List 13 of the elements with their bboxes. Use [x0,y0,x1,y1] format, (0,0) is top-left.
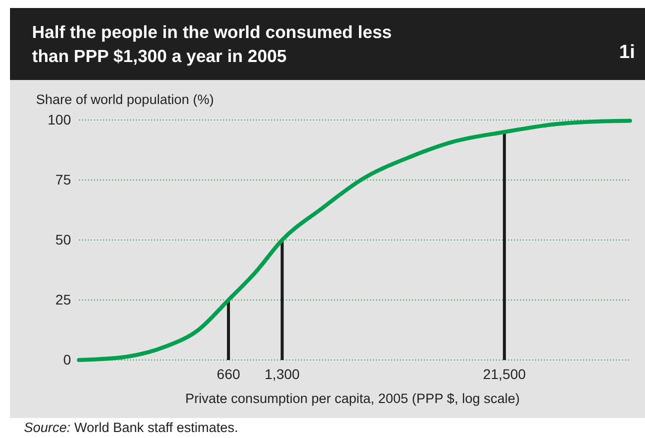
text: 1i [619,42,635,64]
chart-title: Half the people in the world consumed less than PPP $1,300 a year in 2005 [32,21,393,68]
x-tick-label: 1,300 [264,366,300,382]
y-tick-label: 100 [48,111,72,128]
x-tick-label: 660 [216,366,240,382]
x-axis-title: Private consumption per capita, 2005 (PPP $, log scale) [185,391,520,406]
y-tick-label: 25 [55,291,72,308]
y-tick-label: 0 [63,351,72,368]
y-axis-title: Share of world population (%) [36,92,214,107]
x-tick-label: 21,500 [482,366,526,382]
y-tick-label: 50 [55,231,72,248]
source-note: Source: World Bank staff estimates. [24,420,238,435]
y-tick-label: 75 [55,171,72,188]
